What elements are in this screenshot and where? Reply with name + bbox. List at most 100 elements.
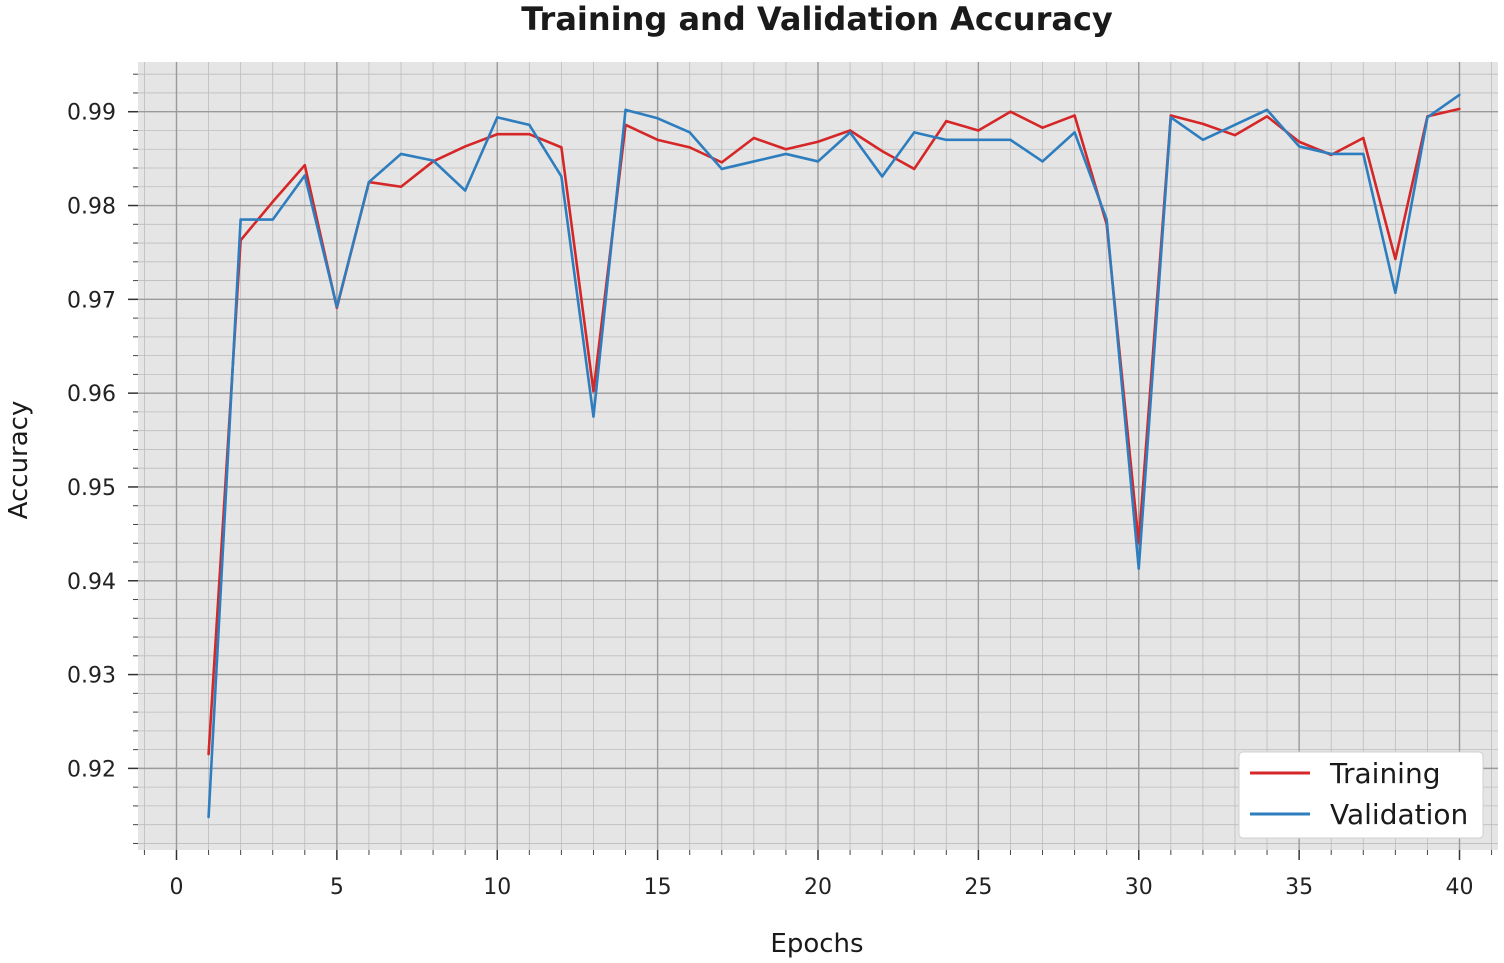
y-tick-label: 0.98 — [67, 195, 116, 220]
data-point-training — [720, 161, 723, 164]
data-point-validation — [880, 175, 884, 178]
data-point-training — [207, 753, 210, 756]
data-point-validation — [945, 138, 948, 142]
y-axis-label: Accuracy — [4, 401, 34, 520]
y-tick-label: 0.96 — [67, 382, 116, 407]
data-point-validation — [1201, 138, 1205, 142]
data-point-validation — [1105, 218, 1108, 221]
data-point-validation — [271, 218, 274, 221]
y-tick-label: 0.94 — [67, 570, 116, 595]
y-tick-label: 0.93 — [67, 664, 116, 689]
data-point-training — [688, 146, 691, 149]
data-point-training — [784, 148, 788, 151]
data-point-training — [1009, 110, 1012, 113]
data-point-validation — [1265, 108, 1269, 112]
data-point-validation — [688, 131, 691, 134]
data-point-training — [592, 390, 595, 393]
data-point-training — [977, 129, 980, 132]
y-axis-ticks: 0.92 0.93 0.94 0.95 0.96 0.97 0.98 0.99 — [67, 73, 138, 844]
data-point-validation — [207, 815, 210, 819]
data-point-validation — [528, 123, 531, 127]
series-line-validation — [207, 93, 1461, 818]
data-point-validation — [431, 159, 435, 162]
data-point-training — [848, 129, 852, 132]
data-point-validation — [463, 189, 467, 192]
x-tick-label: 20 — [804, 875, 832, 900]
data-point-training — [816, 140, 820, 143]
data-point-training — [1201, 122, 1205, 126]
data-point-training — [880, 149, 884, 153]
data-point-validation — [624, 108, 627, 112]
data-point-validation — [1233, 123, 1237, 127]
x-tick-label: 5 — [330, 875, 344, 900]
data-point-validation — [592, 415, 595, 418]
data-point-training — [1394, 257, 1397, 261]
x-tick-label: 15 — [644, 875, 672, 900]
data-point-training — [399, 185, 403, 188]
series-line-training — [207, 107, 1460, 755]
data-point-validation — [1394, 291, 1397, 294]
data-point-validation — [752, 160, 756, 163]
x-tick-label: 35 — [1285, 875, 1313, 900]
data-point-validation — [977, 138, 980, 142]
data-point-training — [1073, 114, 1076, 117]
data-point-validation — [1362, 152, 1365, 156]
x-axis-ticks: 0 5 10 15 20 25 30 35 40 — [143, 850, 1493, 900]
data-point-training — [1362, 136, 1365, 140]
legend-label-training: Training — [1329, 757, 1440, 790]
chart-title: Training and Validation Accuracy — [521, 0, 1113, 38]
y-tick-label: 0.99 — [67, 101, 116, 126]
y-tick-label: 0.92 — [67, 757, 116, 782]
data-point-validation — [1041, 160, 1044, 163]
data-point-training — [560, 146, 563, 149]
x-tick-label: 10 — [483, 875, 511, 900]
y-tick-label: 0.95 — [67, 476, 116, 501]
data-point-validation — [1009, 138, 1012, 142]
data-point-training — [913, 167, 916, 171]
legend-label-validation: Validation — [1330, 798, 1468, 831]
data-point-training — [463, 145, 467, 148]
data-point-training — [1169, 114, 1173, 117]
legend: Training Validation — [1238, 751, 1484, 839]
data-point-training — [752, 136, 756, 140]
data-point-validation — [720, 167, 723, 171]
data-point-validation — [816, 160, 820, 163]
data-point-validation — [367, 180, 371, 184]
data-point-validation — [303, 174, 306, 177]
data-point-training — [1265, 115, 1269, 118]
data-point-validation — [913, 131, 916, 134]
data-point-training — [271, 200, 274, 203]
data-point-training — [1041, 126, 1044, 129]
data-point-training — [303, 163, 306, 167]
data-point-training — [1233, 133, 1237, 137]
data-point-validation — [239, 218, 242, 221]
data-point-training — [656, 138, 659, 142]
data-point-validation — [1073, 131, 1076, 134]
data-point-training — [528, 133, 531, 136]
data-point-validation — [496, 116, 499, 119]
x-tick-label: 30 — [1125, 875, 1153, 900]
data-point-validation — [1169, 116, 1173, 119]
series-lines — [207, 93, 1461, 819]
data-point-validation — [656, 117, 659, 120]
data-point-validation — [560, 175, 563, 178]
data-point-validation — [848, 131, 852, 134]
major-gridlines — [138, 62, 1498, 850]
y-tick-label: 0.97 — [67, 288, 116, 313]
x-tick-label: 0 — [169, 875, 183, 900]
data-point-validation — [1458, 93, 1461, 97]
data-point-training — [1458, 107, 1461, 111]
x-tick-label: 25 — [964, 875, 992, 900]
data-point-training — [945, 119, 948, 123]
data-point-validation — [335, 305, 339, 309]
data-point-validation — [1330, 152, 1333, 156]
data-point-training — [1297, 140, 1301, 143]
data-point-validation — [1297, 145, 1301, 148]
data-point-validation — [399, 152, 403, 156]
data-point-validation — [784, 152, 788, 156]
data-point-validation — [1137, 567, 1140, 570]
x-axis-label: Epochs — [770, 929, 863, 959]
data-point-training — [496, 133, 499, 136]
x-tick-label: 40 — [1446, 875, 1474, 900]
